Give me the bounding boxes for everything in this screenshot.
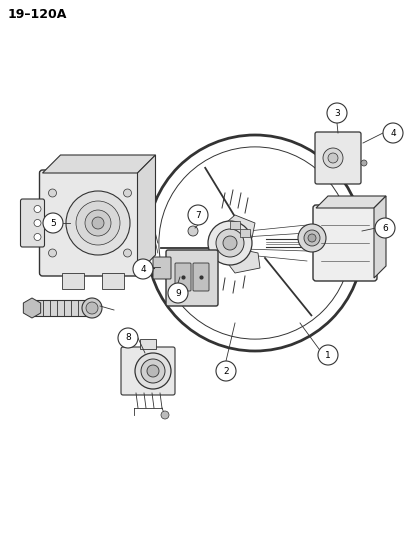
FancyBboxPatch shape <box>175 263 190 291</box>
Circle shape <box>48 249 56 257</box>
Polygon shape <box>211 215 254 238</box>
Circle shape <box>161 411 169 419</box>
FancyBboxPatch shape <box>121 347 175 395</box>
Circle shape <box>133 259 153 279</box>
Circle shape <box>123 249 131 257</box>
Bar <box>32 300 92 316</box>
Polygon shape <box>43 155 155 173</box>
Polygon shape <box>23 298 40 318</box>
FancyBboxPatch shape <box>166 250 218 306</box>
Polygon shape <box>315 196 385 208</box>
Circle shape <box>216 361 235 381</box>
Circle shape <box>216 229 243 257</box>
Bar <box>140 339 156 349</box>
Polygon shape <box>137 155 155 273</box>
Circle shape <box>118 328 138 348</box>
Text: 7: 7 <box>195 211 200 220</box>
Bar <box>62 273 84 289</box>
Circle shape <box>297 224 325 252</box>
Circle shape <box>85 210 111 236</box>
FancyBboxPatch shape <box>314 132 360 184</box>
Circle shape <box>86 302 98 314</box>
Circle shape <box>188 226 197 236</box>
FancyBboxPatch shape <box>312 205 376 281</box>
Circle shape <box>43 213 63 233</box>
Text: 9: 9 <box>175 288 180 297</box>
FancyBboxPatch shape <box>240 229 249 237</box>
Text: 19–120A: 19–120A <box>8 8 67 21</box>
Circle shape <box>34 233 41 240</box>
Text: 3: 3 <box>333 109 339 117</box>
Circle shape <box>322 148 342 168</box>
Circle shape <box>223 236 236 250</box>
Text: 8: 8 <box>125 334 131 343</box>
Circle shape <box>76 201 120 245</box>
FancyBboxPatch shape <box>153 257 171 279</box>
Text: 5: 5 <box>50 219 56 228</box>
Circle shape <box>317 345 337 365</box>
Circle shape <box>82 298 102 318</box>
Circle shape <box>92 217 104 229</box>
Circle shape <box>326 103 346 123</box>
Text: 4: 4 <box>140 264 145 273</box>
Text: 1: 1 <box>324 351 330 359</box>
Circle shape <box>48 189 56 197</box>
Circle shape <box>360 160 366 166</box>
Circle shape <box>66 191 130 255</box>
Text: 6: 6 <box>381 223 387 232</box>
Circle shape <box>188 205 207 225</box>
Circle shape <box>374 218 394 238</box>
Circle shape <box>303 230 319 246</box>
Circle shape <box>327 153 337 163</box>
Bar <box>102 273 124 289</box>
FancyBboxPatch shape <box>230 221 240 229</box>
Circle shape <box>141 359 165 383</box>
Circle shape <box>168 283 188 303</box>
Circle shape <box>207 221 252 265</box>
Text: 2: 2 <box>223 367 228 376</box>
FancyBboxPatch shape <box>192 263 209 291</box>
Polygon shape <box>219 248 259 273</box>
FancyBboxPatch shape <box>21 199 44 247</box>
Circle shape <box>34 206 41 213</box>
Circle shape <box>34 220 41 227</box>
Text: 4: 4 <box>389 128 395 138</box>
Circle shape <box>382 123 402 143</box>
Polygon shape <box>373 196 385 278</box>
Circle shape <box>307 234 315 242</box>
Circle shape <box>147 365 159 377</box>
Circle shape <box>123 189 131 197</box>
FancyBboxPatch shape <box>39 170 140 276</box>
Circle shape <box>135 353 171 389</box>
